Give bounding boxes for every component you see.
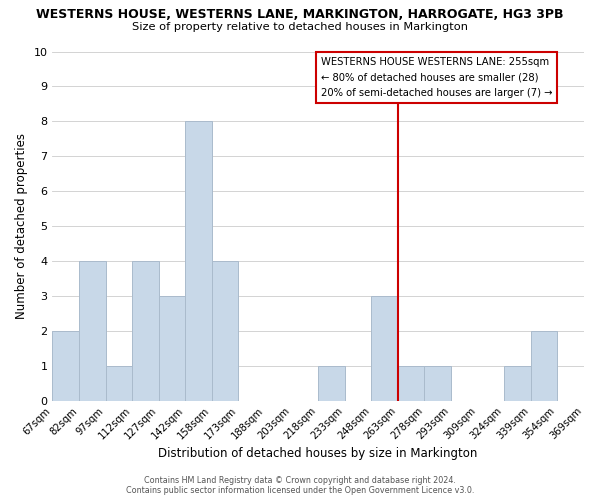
Bar <box>79 261 106 401</box>
Bar <box>318 366 344 401</box>
Bar <box>158 296 185 401</box>
X-axis label: Distribution of detached houses by size in Markington: Distribution of detached houses by size … <box>158 447 478 460</box>
Text: WESTERNS HOUSE, WESTERNS LANE, MARKINGTON, HARROGATE, HG3 3PB: WESTERNS HOUSE, WESTERNS LANE, MARKINGTO… <box>36 8 564 20</box>
Bar <box>424 366 451 401</box>
Bar <box>132 261 158 401</box>
Bar <box>530 331 557 401</box>
Bar <box>212 261 238 401</box>
Bar <box>371 296 398 401</box>
Bar <box>504 366 530 401</box>
Text: WESTERNS HOUSE WESTERNS LANE: 255sqm
← 80% of detached houses are smaller (28)
2: WESTERNS HOUSE WESTERNS LANE: 255sqm ← 8… <box>321 56 552 98</box>
Text: Contains HM Land Registry data © Crown copyright and database right 2024.
Contai: Contains HM Land Registry data © Crown c… <box>126 476 474 495</box>
Bar <box>106 366 132 401</box>
Bar <box>185 122 212 401</box>
Bar <box>398 366 424 401</box>
Bar <box>52 331 79 401</box>
Y-axis label: Number of detached properties: Number of detached properties <box>15 133 28 319</box>
Text: Size of property relative to detached houses in Markington: Size of property relative to detached ho… <box>132 22 468 32</box>
